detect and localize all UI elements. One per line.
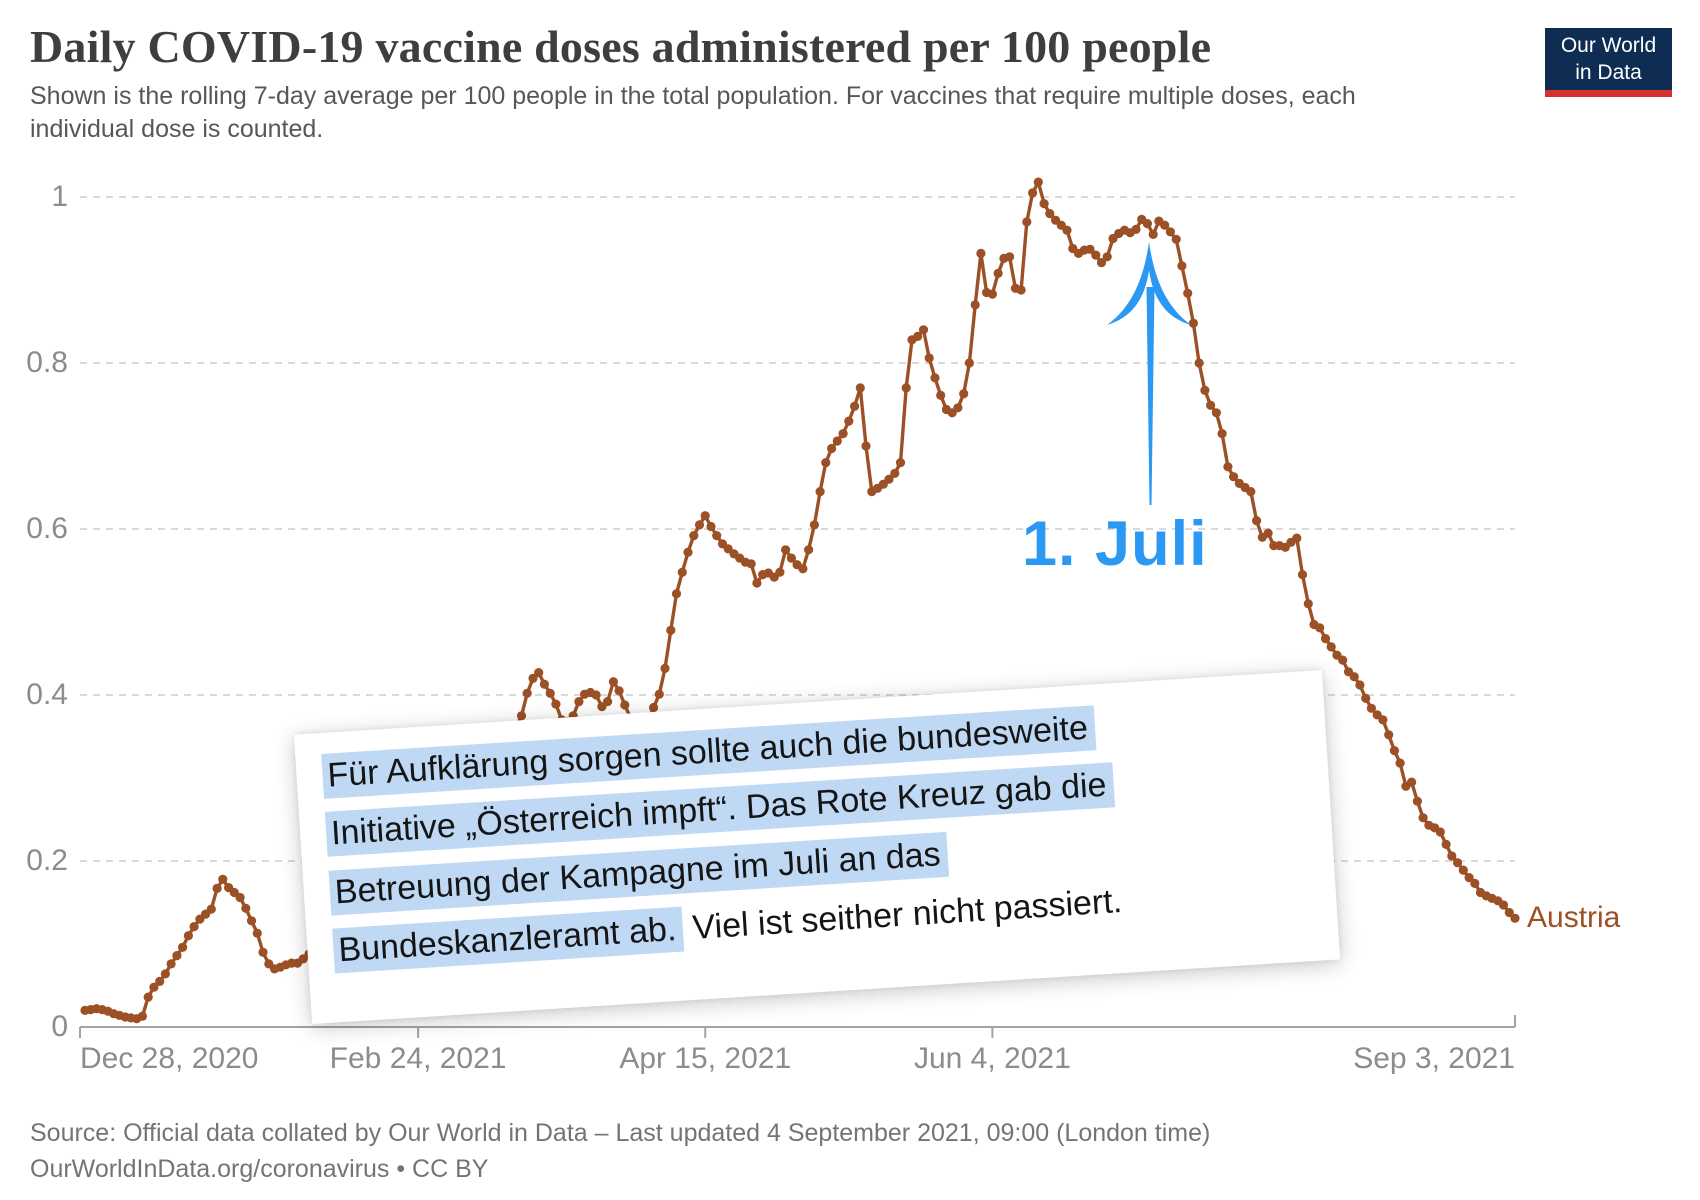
- y-axis-label: 0.4: [26, 678, 68, 711]
- owid-logo-line2: in Data: [1575, 61, 1642, 84]
- x-axis-label: Feb 24, 2021: [329, 1042, 507, 1075]
- source-note: Source: Official data collated by Our Wo…: [30, 1116, 1210, 1187]
- x-axis-label: Sep 3, 2021: [1353, 1042, 1515, 1075]
- y-axis-label: 0.8: [26, 346, 68, 379]
- series-label-austria: Austria: [1527, 901, 1621, 934]
- x-axis-label: Dec 28, 2020: [80, 1042, 259, 1075]
- source-line1: Source: Official data collated by Our Wo…: [30, 1119, 1211, 1147]
- y-axis-label: 1: [51, 180, 68, 213]
- owid-logo-line1: Our World: [1560, 33, 1657, 57]
- y-axis-label: 0: [51, 1010, 68, 1043]
- annotation-arrow-icon: [1107, 242, 1191, 505]
- source-line2: OurWorldInData.org/coronavirus • CC BY: [30, 1154, 489, 1183]
- x-axis-label: Jun 4, 2021: [913, 1042, 1071, 1075]
- page-title: Daily COVID-19 vaccine doses administere…: [30, 21, 1212, 72]
- y-axis-label: 0.6: [26, 512, 68, 545]
- owid-logo: Our World in Data: [1545, 28, 1672, 97]
- y-axis-label: 0.2: [26, 844, 68, 877]
- x-axis-label: Apr 15, 2021: [619, 1042, 792, 1075]
- chart-subtitle: Shown is the rolling 7-day average per 1…: [30, 82, 1356, 143]
- x-axis: [79, 1015, 1516, 1038]
- arrow-annotation-label: 1. Juli: [1022, 509, 1208, 579]
- quote-text: Für Aufklärung sorgen sollte auch die bu…: [321, 684, 1338, 980]
